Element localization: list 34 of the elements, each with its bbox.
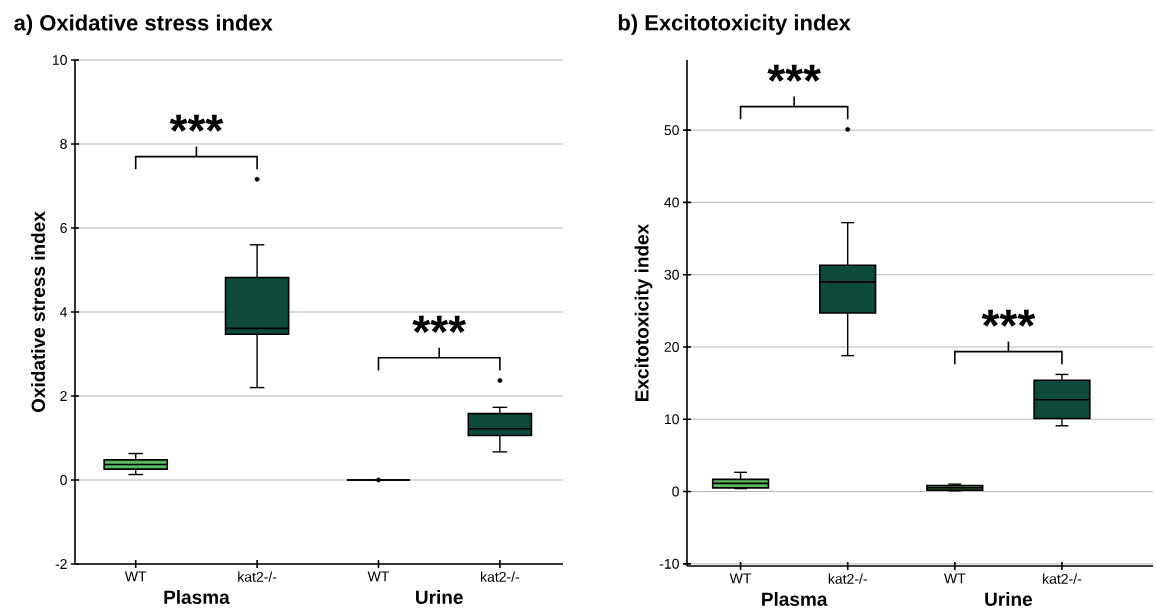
y-tick-label: 0 xyxy=(60,475,67,485)
x-tick-label: WT xyxy=(944,573,966,584)
chart-title: a) Oxidative stress index xyxy=(14,14,273,35)
annotation: *** xyxy=(169,114,224,132)
y-tick-label: 10 xyxy=(52,55,67,65)
x-tick-label: kat2-/- xyxy=(1043,573,1082,584)
y-tick-label: 6 xyxy=(60,223,67,233)
x-tick-label: WT xyxy=(124,571,147,582)
annotation: *** xyxy=(767,64,821,82)
y-tick-label: 40 xyxy=(664,197,679,208)
y-axis-title: Oxidative stress index xyxy=(31,211,46,413)
y-tick-label: 0 xyxy=(672,486,679,497)
x-tick-label: kat2-/- xyxy=(480,571,520,582)
annotation: *** xyxy=(412,315,466,333)
text: Urine xyxy=(985,592,1033,606)
y-axis-title: Excitotoxicity index xyxy=(634,223,653,401)
x-tick-label: WT xyxy=(729,573,752,584)
y-tick-label: -2 xyxy=(55,559,67,569)
annotation: *** xyxy=(981,309,1036,327)
x-tick-label: WT xyxy=(367,571,390,582)
y-tick-label: 30 xyxy=(664,269,679,280)
y-tick-label: 20 xyxy=(664,342,679,352)
y-tick-label: 10 xyxy=(664,414,679,425)
x-tick-label: kat2-/- xyxy=(238,571,277,582)
y-tick-label: 8 xyxy=(60,139,67,149)
text: Plasma xyxy=(762,592,828,606)
y-tick-label: 50 xyxy=(664,125,679,136)
x-tick-label: kat2-/- xyxy=(828,573,867,584)
y-tick-label: -10 xyxy=(659,558,679,569)
y-tick-label: 2 xyxy=(60,391,67,401)
y-tick-label: 4 xyxy=(60,307,68,317)
text: Urine xyxy=(416,590,463,604)
text: Plasma xyxy=(164,590,230,604)
chart-title: b) Excitotoxicity index xyxy=(618,14,851,35)
